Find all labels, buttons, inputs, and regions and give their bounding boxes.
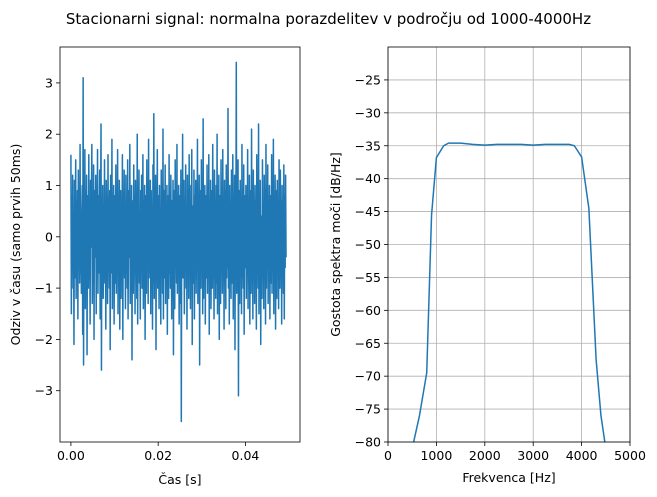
chart-0-x-tick-label: 0.02 <box>144 448 172 463</box>
chart-0-y-tick-label: 0 <box>45 229 53 244</box>
chart-0-y-axis-label: Odziv v času (samo prvih 50ms) <box>8 144 23 346</box>
chart-1-x-tick-label: 0 <box>384 448 392 463</box>
chart-1-y-tick-label: −30 <box>355 105 381 120</box>
chart-1-y-tick-label: −25 <box>355 72 381 87</box>
chart-1-y-tick-label: −45 <box>355 204 381 219</box>
power-spectral-density-chart: 0 1000 2000 3000 4000 5000 −80 −75 −70 −65 −60 −55 −… <box>328 46 646 485</box>
chart-0-y-tick-label: 2 <box>45 127 53 142</box>
chart-0-x-tick-label: 0.04 <box>232 448 260 463</box>
figure-title: Stacionarni signal: normalna porazdelite… <box>66 10 591 28</box>
chart-1-y-tick-label: −80 <box>355 435 381 450</box>
chart-1-y-tick-label: −35 <box>355 138 381 153</box>
chart-1-y-tick-label: −70 <box>355 369 381 384</box>
chart-1-x-tick-label: 4000 <box>566 448 598 463</box>
time-response-chart: 0.00 0.02 0.04 −3 −2 −1 0 1 2 3 Čas [s] Odziv v čas… <box>8 46 301 487</box>
chart-1-y-tick-label: −40 <box>355 171 381 186</box>
chart-1-x-tick-label: 2000 <box>469 448 501 463</box>
chart-1-x-axis-label: Frekvenca [Hz] <box>462 470 555 485</box>
chart-1-x-tick-label: 5000 <box>614 448 646 463</box>
chart-1-y-tick-label: −55 <box>355 270 381 285</box>
chart-1-y-tick-label: −75 <box>355 402 381 417</box>
chart-0-y-tick-label: 3 <box>45 75 53 90</box>
chart-1-x-tick-label: 1000 <box>420 448 452 463</box>
chart-1-y-tick-label: −60 <box>355 303 381 318</box>
chart-0-y-tick-label: −3 <box>35 383 53 398</box>
chart-1-y-tick-label: −50 <box>355 237 381 252</box>
chart-0-frame <box>59 46 301 443</box>
chart-0-x-tick-label: 0.00 <box>57 448 85 463</box>
chart-0-y-tick-label: −2 <box>35 332 53 347</box>
chart-1-x-tick-label: 3000 <box>517 448 549 463</box>
chart-0-x-axis-label: Čas [s] <box>158 472 201 487</box>
chart-1-y-tick-label: −65 <box>355 336 381 351</box>
chart-1-series-line <box>412 142 606 442</box>
chart-0-y-tick-label: 1 <box>45 178 53 193</box>
chart-0-y-tick-label: −1 <box>35 281 53 296</box>
chart-1-y-axis-label: Gostota spektra moči [dB/Hz] <box>328 152 343 337</box>
chart-0-series-line <box>70 61 287 423</box>
